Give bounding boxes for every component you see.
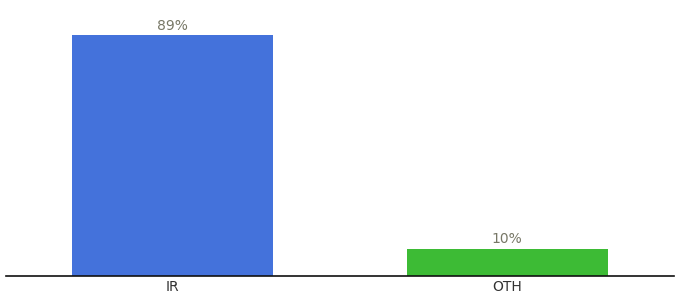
Text: 10%: 10% bbox=[492, 232, 523, 246]
Bar bbox=[407, 249, 607, 276]
Text: 89%: 89% bbox=[157, 19, 188, 33]
Bar bbox=[73, 35, 273, 276]
